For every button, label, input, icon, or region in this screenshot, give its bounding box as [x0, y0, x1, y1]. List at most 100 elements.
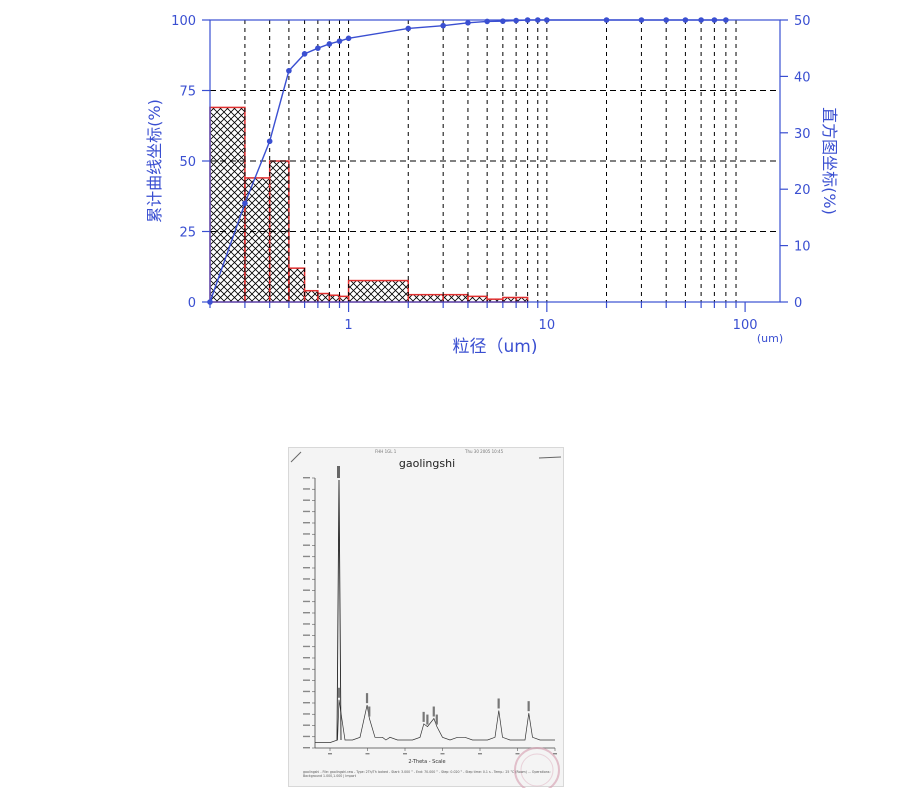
xrd-y-ticklabel-12	[303, 612, 310, 614]
x-axis-label: 粒径（um)	[453, 337, 538, 357]
xrd-y-ticklabel-9	[303, 645, 310, 648]
xrd-peak-label-21	[435, 714, 438, 725]
xrd-peak-label-4	[337, 687, 340, 698]
x-tick-label-1: 10	[539, 318, 556, 333]
stamp-seal-inner	[520, 753, 554, 787]
xrd-peak-label-35	[527, 701, 530, 712]
right-tick-label-0: 0	[794, 296, 802, 311]
scan-corner-mark	[290, 451, 302, 463]
cumulative-point-17	[544, 17, 550, 23]
xrd-y-ticklabel-20	[303, 522, 310, 524]
xrd-y-ticklabel-1	[303, 735, 310, 738]
xrd-x-ticklabel-60	[515, 753, 520, 755]
xrd-x-ticklabel-20	[365, 753, 370, 755]
cumulative-point-4	[301, 51, 308, 57]
histogram-bar-9	[407, 293, 444, 303]
histogram-bar-0	[209, 106, 246, 303]
cumulative-point-14	[513, 17, 519, 24]
histogram-bar-1	[244, 177, 271, 303]
xrd-y-ticklabel-11	[303, 623, 310, 625]
cumulative-point-9	[405, 25, 412, 32]
cumulative-point-23	[711, 17, 718, 23]
xrd-x-ticklabel-30	[403, 753, 407, 755]
xrd-x-ticklabel-70	[553, 753, 557, 755]
xrd-y-ticklabel-6	[303, 679, 310, 681]
cumulative-point-1	[242, 200, 248, 207]
histogram-bar-5	[317, 292, 331, 303]
xrd-y-ticklabel-7	[303, 668, 310, 670]
xrd-peak-label-20	[432, 706, 435, 717]
xrd-y-ticklabel-23	[303, 488, 310, 490]
xrd-main-peak	[336, 479, 342, 740]
x-unit-label: (um)	[757, 332, 783, 345]
cumulative-point-2	[266, 138, 273, 145]
right-tick-label-2: 20	[794, 183, 811, 198]
cumulative-point-6	[326, 41, 333, 47]
right-tick-label-4: 40	[794, 70, 811, 85]
left-tick-label-3: 75	[179, 85, 196, 100]
xrd-plot	[290, 451, 562, 788]
xrd-y-ticklabel-14	[303, 589, 310, 591]
x-tick-label-2: 100	[733, 318, 758, 333]
xrd-y-ticklabel-5	[303, 690, 310, 693]
right-axis-label: 直方图坐标(%)	[820, 107, 839, 215]
axes	[202, 19, 788, 312]
xrd-x-ticklabel-10	[328, 753, 332, 755]
xrd-y-ticklabel-10	[303, 634, 310, 636]
scan-top-mark	[538, 456, 562, 459]
xrd-y-ticklabel-18	[303, 544, 310, 546]
xrd-peak-label-30	[497, 698, 500, 709]
xrd-axes	[303, 477, 557, 755]
xrd-main-peak-label	[337, 466, 340, 478]
xrd-x-axis-label: 2-Theta - Scale	[408, 759, 446, 765]
xrd-x-ticklabel-50	[478, 753, 482, 755]
xrd-y-ticklabel-17	[303, 555, 310, 558]
xrd-peak-label-8	[365, 693, 369, 704]
xrd-y-ticklabel-8	[303, 657, 310, 659]
cumulative-point-21	[682, 17, 689, 23]
cumulative-point-15	[524, 17, 531, 23]
xrd-y-ticklabel-3	[303, 713, 310, 715]
cumulative-point-16	[534, 17, 541, 23]
xrd-y-ticklabel-19	[303, 533, 310, 535]
histogram-bar-3	[288, 267, 306, 303]
xrd-y-ticklabel-0	[303, 747, 310, 749]
xrd-title: gaolingshi	[398, 457, 456, 470]
xrd-trace	[315, 466, 555, 743]
left-tick-label-1: 25	[179, 226, 196, 241]
cumulative-point-11	[465, 20, 471, 26]
cumulative-point-12	[484, 18, 490, 25]
left-axis-label: 累计曲线坐标(%)	[145, 99, 164, 223]
cumulative-point-7	[336, 38, 343, 44]
histogram-bar-7	[338, 295, 350, 303]
xrd-pattern-photo: FHH 1GL 1 Thu 30 2005 10:45 gaolingshi 2…	[288, 447, 564, 788]
xrd-y-ticklabel-24	[303, 477, 310, 479]
xrd-header-left: FHH 1GL 1	[375, 449, 397, 454]
cumulative-point-19	[638, 17, 645, 23]
x-tick-label-0: 1	[344, 318, 352, 333]
cumulative-point-18	[603, 17, 610, 23]
histogram-bar-8	[347, 279, 410, 303]
left-tick-label-2: 50	[179, 155, 196, 170]
cumulative-point-20	[663, 17, 669, 23]
left-tick-label-4: 100	[171, 14, 196, 29]
histogram-bar-14	[515, 296, 529, 303]
cumulative-point-24	[723, 17, 729, 23]
xrd-peak-label-9	[368, 706, 371, 717]
xrd-footer-text: gaolingshi - File: gaolingshi.raw - Type…	[303, 770, 551, 778]
cumulative-point-0	[207, 299, 213, 305]
xrd-peak-label-19	[426, 714, 429, 725]
cumulative-curve	[207, 17, 729, 305]
tick-labels: 0 25 50 75 100 0 10 20 30 40 50 1 10 100	[171, 14, 810, 333]
histogram-bar-6	[328, 294, 341, 303]
xrd-y-ticklabel-16	[303, 567, 310, 569]
histogram-bar-4	[303, 289, 319, 303]
cumulative-point-8	[345, 35, 352, 42]
cumulative-point-5	[315, 45, 321, 51]
cumulative-point-10	[440, 22, 446, 29]
cumulative-point-22	[698, 17, 704, 23]
cumulative-point-13	[500, 18, 506, 24]
histogram-bar-10	[442, 293, 469, 303]
grid	[210, 19, 780, 302]
